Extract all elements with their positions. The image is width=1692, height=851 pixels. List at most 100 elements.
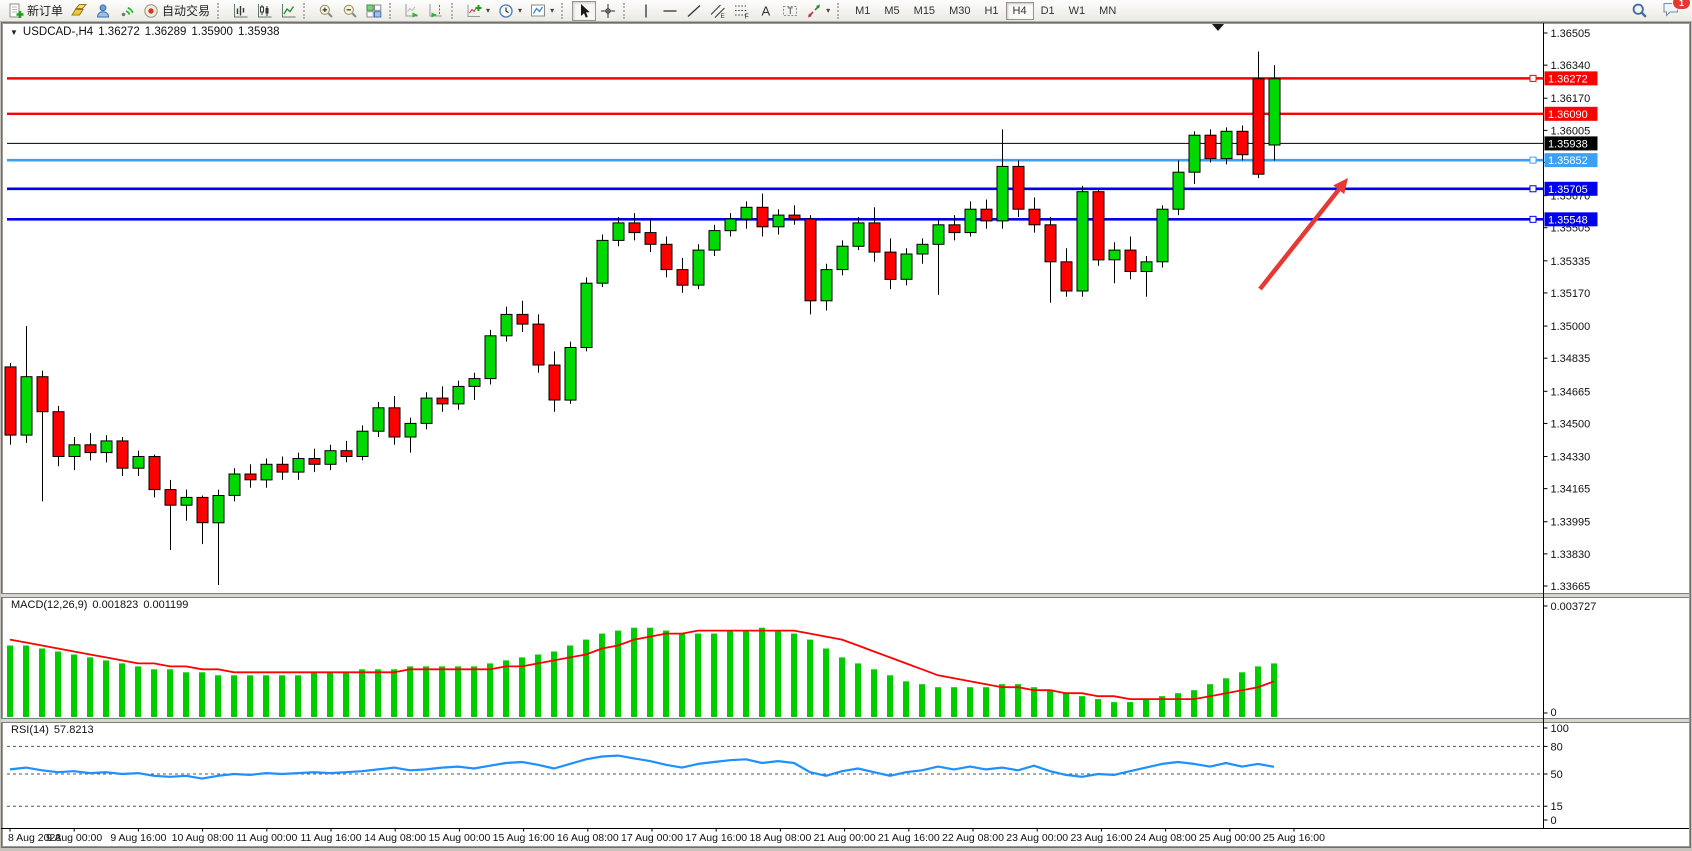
- timeframe-group: M1 M5 M15 M30 H1 H4 D1 W1 MN: [848, 1, 1123, 20]
- time-axis-label: 8 Aug 2023: [8, 832, 61, 844]
- macd-histogram-bar: [375, 669, 381, 717]
- timeframe-w1[interactable]: W1: [1062, 2, 1093, 20]
- new-order-icon: [9, 3, 24, 18]
- price-axis-label: 1.34500: [1551, 418, 1591, 430]
- panel-splitter[interactable]: [1, 718, 1689, 723]
- macd-histogram-bar: [183, 672, 189, 717]
- time-axis-label: 14 Aug 08:00: [364, 832, 426, 844]
- macd-signal-line: [9, 629, 1275, 700]
- autotrading-button[interactable]: 自动交易: [139, 1, 214, 21]
- candle: [772, 214, 785, 228]
- time-axis-label: 17 Aug 16:00: [685, 832, 747, 844]
- macd-histogram-bar: [407, 666, 413, 717]
- price-axis-label: 1.35335: [1551, 256, 1591, 268]
- bar-chart-button[interactable]: [228, 1, 252, 21]
- tile-windows-button[interactable]: [362, 1, 386, 21]
- line-handle[interactable]: [1529, 215, 1537, 223]
- search-button[interactable]: [1627, 1, 1652, 21]
- candle: [596, 239, 609, 284]
- candle: [532, 323, 545, 366]
- arrows-tool[interactable]: ▾: [802, 1, 834, 21]
- macd-histogram-bar: [1159, 696, 1165, 717]
- price-line-badge: [1544, 71, 1598, 86]
- horizontal-line-tool[interactable]: [658, 1, 682, 21]
- candle: [36, 376, 49, 413]
- price-axis-label: 1.35170: [1551, 288, 1591, 300]
- cursor-button[interactable]: [572, 0, 597, 21]
- ohlc-high: 1.36289: [144, 26, 187, 38]
- arrow-annotation-head[interactable]: [1333, 178, 1348, 195]
- candle: [196, 496, 209, 524]
- vertical-line-tool[interactable]: [634, 1, 658, 21]
- macd-histogram-bar: [599, 633, 605, 717]
- candle: [308, 458, 321, 465]
- line-handle[interactable]: [1529, 185, 1537, 193]
- candle: [276, 463, 289, 473]
- candle: [740, 206, 753, 220]
- candle: [756, 206, 769, 228]
- ohlc-close: 1.35938: [237, 26, 280, 38]
- macd-histogram-bar: [855, 663, 861, 717]
- zoom-out-button[interactable]: [338, 1, 362, 21]
- timeframe-m15[interactable]: M15: [907, 2, 942, 20]
- macd-histogram-bar: [487, 663, 493, 717]
- macd-histogram-bar: [359, 669, 365, 717]
- rsi-axis-label: 80: [1551, 741, 1563, 753]
- candlestick-chart-button[interactable]: [252, 1, 276, 21]
- community-person-icon[interactable]: [91, 1, 115, 21]
- macd-histogram-bar: [1127, 702, 1133, 717]
- auto-scroll-button[interactable]: [400, 1, 424, 21]
- line-handle[interactable]: [1529, 156, 1537, 164]
- zoom-in-button[interactable]: [314, 1, 338, 21]
- timeframe-h1[interactable]: H1: [977, 2, 1005, 20]
- time-axis-label: 15 Aug 16:00: [493, 832, 555, 844]
- text-tool[interactable]: A: [754, 1, 778, 21]
- toolbar-grip: [623, 2, 631, 19]
- price-line-badge: [1544, 106, 1598, 121]
- macd-histogram-bar: [1095, 699, 1101, 717]
- timeframe-m30[interactable]: M30: [942, 2, 977, 20]
- timeframe-h4[interactable]: H4: [1005, 2, 1034, 20]
- one-click-trading-collapse-icon[interactable]: ▼: [10, 27, 18, 37]
- gold-ingot-icon[interactable]: [67, 1, 91, 21]
- fibonacci-tool[interactable]: F: [730, 1, 754, 21]
- macd-histogram-bar: [887, 675, 893, 717]
- time-axis-label: 21 Aug 00:00: [814, 832, 876, 844]
- signals-icon[interactable]: [115, 1, 139, 21]
- arrow-annotation[interactable]: [1258, 188, 1341, 291]
- chart-shift-marker[interactable]: [1212, 24, 1224, 31]
- time-axis-label: 10 Aug 08:00: [172, 832, 234, 844]
- candle: [820, 269, 833, 302]
- macd-histogram-bar: [1111, 702, 1117, 717]
- rsi-label: RSI(14) 57.8213: [11, 724, 94, 736]
- panel-splitter[interactable]: [1, 593, 1689, 598]
- crosshair-button[interactable]: [596, 1, 620, 21]
- timeframe-d1[interactable]: D1: [1034, 2, 1062, 20]
- macd-histogram-bar: [1271, 663, 1277, 717]
- indicators-button[interactable]: ▾: [462, 1, 494, 21]
- timeframe-m1[interactable]: M1: [848, 2, 877, 20]
- line-chart-button[interactable]: [276, 1, 300, 21]
- periods-button[interactable]: ▾: [494, 1, 526, 21]
- candle: [580, 282, 593, 349]
- macd-histogram-bar: [343, 672, 349, 717]
- templates-button[interactable]: ▾: [526, 1, 558, 21]
- price-axis-label: 1.33830: [1551, 549, 1591, 561]
- chart-shift-button[interactable]: [424, 1, 448, 21]
- candle: [148, 456, 161, 491]
- timeframe-mn[interactable]: MN: [1092, 2, 1123, 20]
- new-order-button[interactable]: 新订单: [4, 1, 67, 21]
- macd-histogram-bar: [983, 687, 989, 717]
- line-handle[interactable]: [1529, 74, 1537, 82]
- macd-histogram-bar: [1223, 678, 1229, 717]
- macd-histogram-bar: [967, 687, 973, 717]
- candle: [324, 450, 337, 465]
- ohlc-low: 1.35900: [191, 26, 233, 38]
- macd-histogram-bar: [7, 645, 13, 717]
- notification-badge[interactable]: 1: [1672, 0, 1691, 10]
- trendline-tool[interactable]: [682, 1, 706, 21]
- equidistant-channel-tool[interactable]: E: [706, 1, 730, 21]
- text-label-tool[interactable]: T: [778, 1, 802, 21]
- timeframe-m5[interactable]: M5: [877, 2, 906, 20]
